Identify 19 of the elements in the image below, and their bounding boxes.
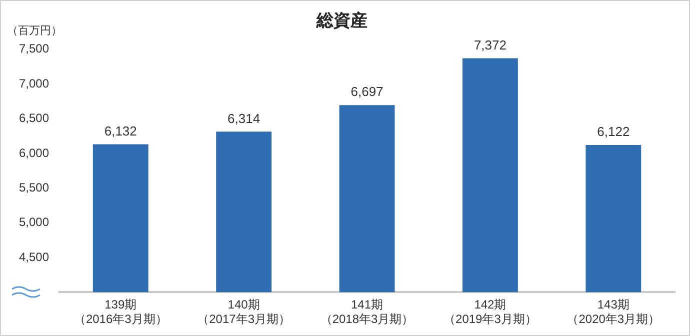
y-tick-label: 7,500 — [19, 42, 50, 56]
y-tick-label: 5,000 — [19, 215, 50, 230]
y-tick-label: 7,000 — [19, 76, 50, 90]
data-label: 6,314 — [228, 110, 260, 126]
y-tick-label: 5,500 — [19, 180, 50, 194]
data-label: 6,122 — [597, 124, 630, 140]
x-tick-label: 142期（2019年3月期） — [444, 298, 537, 326]
y-tick-label: 6,500 — [19, 111, 50, 126]
x-tick-label: 141期（2018年3月期） — [320, 298, 414, 326]
y-axis-title: （百万円） — [7, 25, 62, 38]
x-tick-label: 139期（2016年3月期） — [74, 298, 168, 326]
x-tick-label: 143期（2020年3月期） — [566, 298, 660, 326]
data-label: 7,372 — [474, 37, 506, 52]
data-label: 6,697 — [350, 84, 384, 100]
x-tick-label: 140期（2017年3月期） — [197, 298, 291, 326]
chart-title: 総資産 — [316, 10, 368, 30]
y-tick-label: 4,500 — [19, 250, 50, 264]
y-tick-label: 6,000 — [19, 146, 50, 160]
data-label: 6,132 — [104, 123, 137, 138]
